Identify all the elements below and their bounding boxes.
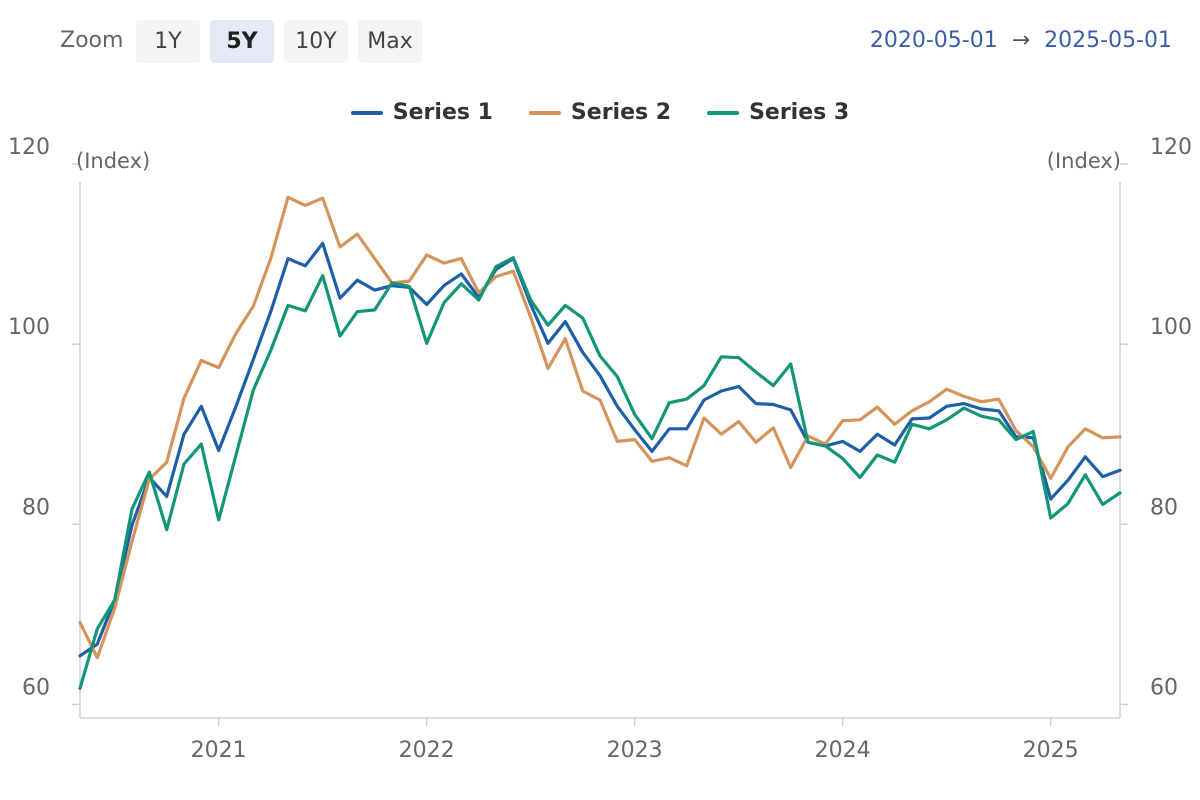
legend-item-series-1[interactable]: Series 1 [350, 100, 493, 125]
zoom-label: Zoom [60, 28, 124, 53]
y-tick-label-left: 80 [22, 495, 50, 520]
chart-legend: Series 1 Series 2 Series 3 [0, 100, 1200, 125]
legend-swatch-series-3 [707, 110, 740, 115]
series-line-3 [78, 256, 1122, 690]
x-tick-label: 2024 [815, 738, 871, 763]
y-tick-label-right: 100 [1150, 315, 1192, 340]
zoom-1y-button[interactable]: 1Y [136, 20, 200, 63]
legend-item-series-3[interactable]: Series 3 [707, 100, 849, 125]
arrow-right-icon: → [1011, 28, 1031, 53]
x-tick-label: 2025 [1023, 738, 1079, 763]
y-axis-label-left: (Index) [76, 149, 150, 173]
y-tick-label-right: 60 [1150, 675, 1178, 700]
series-line-1 [78, 241, 1122, 658]
legend-label-series-3: Series 3 [749, 100, 850, 125]
date-range: 2020-05-01 → 2025-05-01 [870, 28, 1172, 53]
legend-item-series-2[interactable]: Series 2 [528, 100, 672, 125]
y-tick-label-right: 120 [1150, 135, 1192, 160]
legend-label-series-2: Series 2 [570, 100, 672, 125]
zoom-10y-button[interactable]: 10Y [284, 20, 348, 63]
date-to[interactable]: 2025-05-01 [1044, 28, 1172, 53]
y-tick-label-left: 100 [8, 315, 50, 340]
legend-label-series-1: Series 1 [392, 100, 493, 125]
y-axis-label-right: (Index) [1047, 149, 1121, 173]
legend-swatch-series-2 [528, 110, 561, 115]
legend-swatch-series-1 [350, 110, 383, 115]
x-tick-label: 2023 [607, 738, 663, 763]
series-line-2 [78, 195, 1122, 660]
toolbar: Zoom 1Y 5Y 10Y Max 2020-05-01 → 2025-05-01 [0, 0, 1200, 84]
x-tick-label: 2022 [399, 738, 455, 763]
y-tick-label-left: 60 [22, 675, 50, 700]
zoom-max-button[interactable]: Max [358, 20, 422, 63]
zoom-5y-button[interactable]: 5Y [210, 20, 274, 63]
y-tick-label-left: 120 [8, 135, 50, 160]
y-tick-label-right: 80 [1150, 495, 1178, 520]
x-tick-label: 2021 [191, 738, 247, 763]
date-from[interactable]: 2020-05-01 [869, 28, 998, 53]
